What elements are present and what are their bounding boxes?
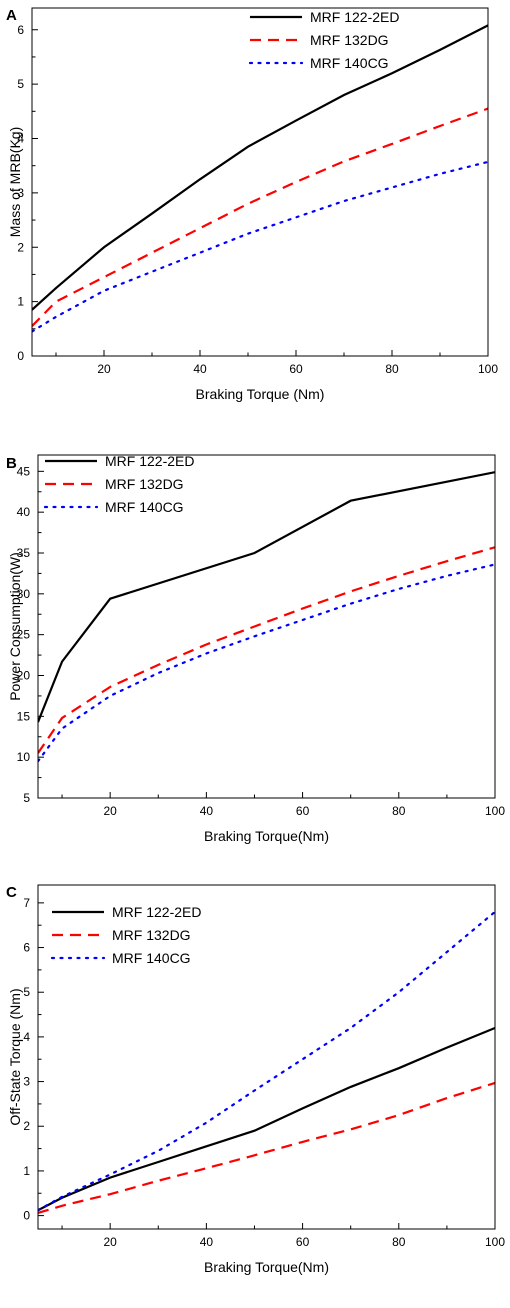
y-tick-label: 5	[17, 77, 24, 91]
x-tick-label: 20	[97, 362, 111, 376]
y-axis-label: Off-State Torque (Nm)	[7, 988, 23, 1125]
panel-label: C	[6, 884, 17, 901]
x-axis-label: Braking Torque (Nm)	[196, 386, 325, 402]
x-tick-label: 60	[296, 1235, 310, 1249]
x-tick-label: 100	[478, 362, 498, 376]
y-tick-label: 2	[17, 240, 24, 254]
y-tick-label: 4	[23, 1030, 30, 1044]
panel-label: A	[6, 7, 17, 24]
legend-label: MRF 140CG	[310, 55, 389, 71]
x-tick-label: 20	[103, 1235, 117, 1249]
y-tick-label: 3	[17, 186, 24, 200]
series-line-mrf-122-2ed	[38, 471, 495, 723]
legend-label: MRF 140CG	[105, 499, 184, 515]
y-tick-label: 10	[17, 750, 31, 764]
y-tick-label: 20	[17, 669, 31, 683]
chart-panel-a: 20 40 60 80 100 0 1 2 3 4 5 6 Braking Torque (Nm) Mas…	[6, 7, 498, 402]
legend: MRF 122-2ED MRF 132DG MRF 140CG	[43, 453, 194, 515]
y-axis-label: Mass of MRB(Kg)	[7, 127, 23, 237]
y-tick-label: 0	[17, 349, 24, 363]
series-line-mrf-132dg	[32, 107, 488, 327]
series-line-mrf-132dg	[38, 546, 495, 754]
y-tick-label: 2	[23, 1119, 30, 1133]
x-tick-label: 80	[392, 804, 406, 818]
y-axis-label: Power Consumption(W)	[7, 552, 23, 701]
y-tick-label: 7	[23, 896, 30, 910]
chart-panel-c: 20 40 60 80 100 0 1 2 3 4 5 6 7 Braking Torque(Nm) Off…	[6, 884, 505, 1275]
x-tick-label: 80	[385, 362, 399, 376]
y-tick-label: 5	[23, 985, 30, 999]
legend-label: MRF 140CG	[112, 950, 191, 966]
y-tick-label: 40	[17, 505, 31, 519]
series-line-mrf-140cg	[32, 160, 488, 333]
y-tick-label: 4	[17, 132, 24, 146]
series-line-mrf-122-2ed	[38, 1026, 495, 1212]
legend-label: MRF 132DG	[310, 32, 389, 48]
legend-label: MRF 132DG	[112, 927, 191, 943]
series-line-mrf-140cg	[38, 563, 495, 763]
x-tick-label: 80	[392, 1235, 406, 1249]
y-tick-label: 5	[23, 791, 30, 805]
x-axis-label: Braking Torque(Nm)	[204, 828, 329, 844]
x-tick-label: 60	[296, 804, 310, 818]
plot-frame	[31, 7, 489, 357]
legend-label: MRF 132DG	[105, 476, 184, 492]
x-tick-label: 40	[200, 804, 214, 818]
y-tick-label: 45	[17, 464, 31, 478]
y-tick-label: 6	[17, 23, 24, 37]
series-line-mrf-122-2ed	[32, 24, 488, 311]
x-tick-label: 100	[485, 1235, 505, 1249]
legend-label: MRF 122-2ED	[105, 453, 194, 469]
y-tick-label: 6	[23, 941, 30, 955]
x-axis-label: Braking Torque(Nm)	[204, 1259, 329, 1275]
panel-label: B	[6, 455, 17, 472]
y-tick-label: 3	[23, 1075, 30, 1089]
y-tick-label: 1	[23, 1164, 30, 1178]
x-tick-label: 40	[193, 362, 207, 376]
series-line-mrf-132dg	[38, 1081, 495, 1214]
x-tick-label: 40	[200, 1235, 214, 1249]
legend-label: MRF 122-2ED	[112, 904, 201, 920]
y-tick-label: 15	[17, 709, 31, 723]
y-tick-label: 1	[17, 295, 24, 309]
plot-frame	[37, 884, 496, 1230]
x-tick-label: 20	[103, 804, 117, 818]
x-tick-label: 100	[485, 804, 505, 818]
plot-frame	[37, 454, 496, 799]
chart-panel-b: 20 40 60 80 100 5 10 15 20 25 30 35 40 45 Braking Torq…	[6, 453, 505, 844]
y-tick-label: 25	[17, 628, 31, 642]
series-line-mrf-140cg	[38, 910, 495, 1212]
legend: MRF 122-2ED MRF 132DG MRF 140CG	[248, 9, 399, 71]
y-tick-label: 0	[23, 1209, 30, 1223]
y-tick-label: 30	[17, 587, 31, 601]
x-tick-label: 60	[289, 362, 303, 376]
y-tick-label: 35	[17, 546, 31, 560]
legend: MRF 122-2ED MRF 132DG MRF 140CG	[50, 904, 201, 966]
legend-label: MRF 122-2ED	[310, 9, 399, 25]
